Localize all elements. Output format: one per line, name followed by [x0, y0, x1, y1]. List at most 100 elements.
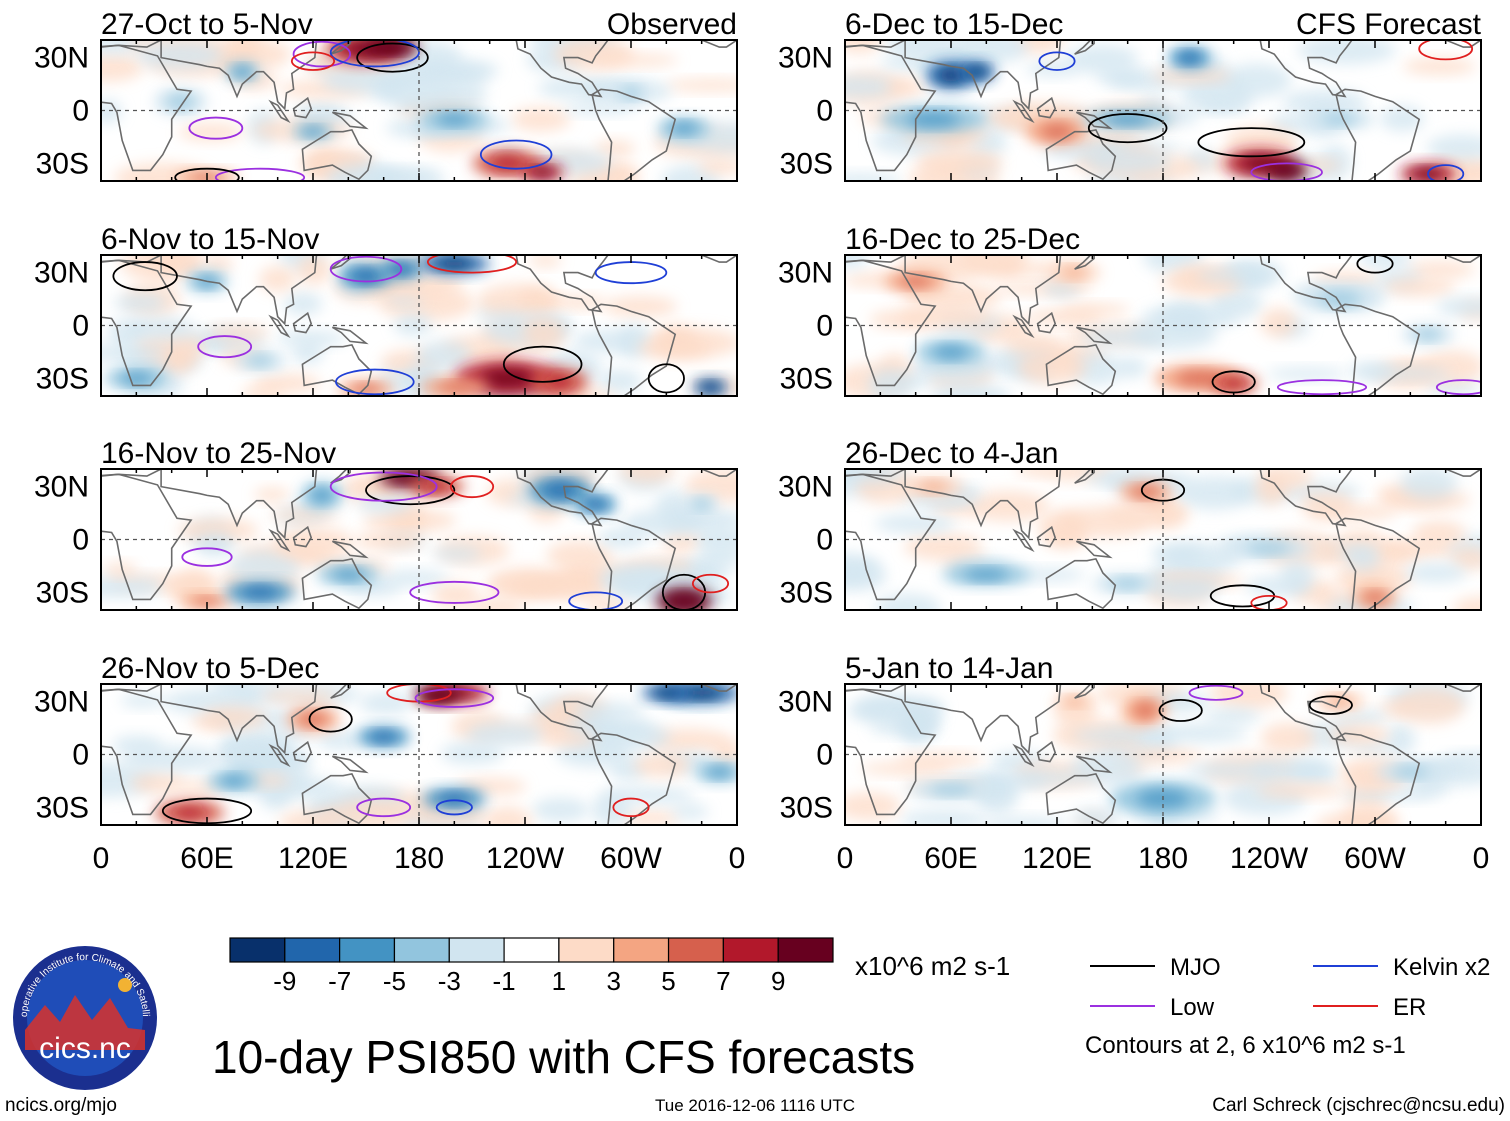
field-blob: [269, 508, 340, 522]
anomaly-core: [682, 687, 722, 699]
anomaly-core: [1061, 267, 1088, 278]
field-blob: [516, 287, 557, 318]
x-tick-label: 0: [93, 842, 110, 875]
field-blob: [1185, 761, 1276, 780]
logo-text: cics.nc: [39, 1032, 131, 1065]
anomaly-core: [670, 122, 698, 134]
contour-l: [409, 580, 500, 604]
legend-label: MJO: [1170, 954, 1221, 981]
panel-field: [845, 684, 1481, 825]
field-blob: [123, 745, 223, 772]
field-blob: [1195, 268, 1274, 283]
contour-l: [181, 547, 233, 567]
anomaly-core: [938, 68, 964, 83]
y-tick-label: 30S: [780, 576, 833, 609]
y-tick-label: 30N: [34, 42, 89, 75]
coastline: [701, 469, 737, 477]
y-tick-label: 0: [72, 310, 89, 343]
anomaly-core: [653, 688, 679, 698]
anomaly-core: [1041, 124, 1073, 139]
x-tick-label: 60W: [1344, 842, 1406, 875]
coastline: [101, 688, 193, 816]
anomaly-core: [332, 569, 365, 581]
x-tick-label: 60E: [924, 842, 977, 875]
field-blob: [887, 77, 925, 98]
field-blob: [254, 487, 290, 502]
field-blob: [537, 76, 628, 100]
field-blob: [959, 255, 1029, 274]
coastline: [591, 303, 677, 396]
x-tick-label: 120E: [1022, 842, 1092, 875]
field-blob: [1337, 530, 1384, 547]
coastline: [515, 40, 609, 98]
coastline: [1445, 684, 1481, 692]
field-blob: [357, 493, 414, 514]
coastline: [701, 684, 737, 692]
panel-title: 26-Dec to 4-Jan: [845, 437, 1058, 470]
anomaly-core: [899, 276, 932, 287]
field-blob: [1316, 811, 1400, 825]
field-blob: [904, 533, 983, 561]
field-blob: [697, 547, 737, 566]
field-blob: [874, 514, 956, 534]
contour-er: [612, 797, 650, 818]
coastline: [101, 255, 162, 263]
field-blob: [291, 341, 324, 365]
field-blob: [393, 313, 433, 336]
field-blob: [1380, 105, 1425, 132]
field-blob: [1042, 279, 1081, 297]
field-blob: [101, 99, 123, 124]
field-blob: [845, 40, 883, 54]
coastline: [1045, 343, 1117, 396]
coastline: [1045, 557, 1117, 610]
y-tick-label: 30S: [780, 147, 833, 180]
anomaly-core: [242, 587, 278, 598]
field-blob: [697, 158, 737, 175]
anomaly-core: [917, 481, 950, 492]
field-blob: [562, 102, 636, 115]
field-blob: [1003, 334, 1061, 352]
contour-mjo: [365, 475, 456, 506]
coastline: [1445, 255, 1481, 263]
y-tick-label: 30N: [778, 42, 833, 75]
colorbar-label: -9: [273, 966, 296, 996]
field-blob: [1059, 303, 1130, 317]
coastline: [1074, 469, 1095, 484]
coastline: [1075, 755, 1113, 774]
field-blob: [859, 762, 955, 775]
field-blob: [983, 816, 1067, 825]
y-tick-label: 30N: [34, 471, 89, 504]
field-blob: [359, 691, 413, 715]
anomaly-core: [1392, 766, 1428, 778]
field-blob: [205, 40, 291, 71]
field-blob: [1399, 469, 1458, 500]
y-tick-label: 30N: [34, 686, 89, 719]
contour-mjo: [1197, 127, 1306, 158]
coastline: [904, 684, 1062, 755]
field-blob: [201, 706, 267, 729]
contour-mjo: [356, 42, 429, 73]
y-tick-label: 0: [72, 524, 89, 557]
coastline: [845, 255, 906, 263]
contour-er: [691, 573, 730, 594]
colorbar-swatch: [284, 937, 341, 963]
panel-title: 16-Dec to 25-Dec: [845, 223, 1080, 256]
anomaly-core: [302, 127, 324, 137]
colorbar-swatch: [722, 937, 779, 963]
colorbar-swatch: [613, 937, 670, 963]
anomaly-core: [1221, 378, 1247, 389]
coastline: [268, 314, 291, 339]
panel-title: 26-Nov to 5-Dec: [101, 652, 319, 685]
coastline: [845, 44, 937, 172]
coastline: [1259, 469, 1353, 527]
field-blob: [1152, 576, 1218, 601]
field-blob: [1418, 350, 1481, 384]
panel-field: [101, 40, 737, 181]
field-blob: [1114, 357, 1148, 379]
field-blob: [283, 291, 323, 316]
contour-k: [335, 368, 415, 396]
coastline: [331, 540, 369, 559]
anomaly-core: [906, 112, 960, 127]
